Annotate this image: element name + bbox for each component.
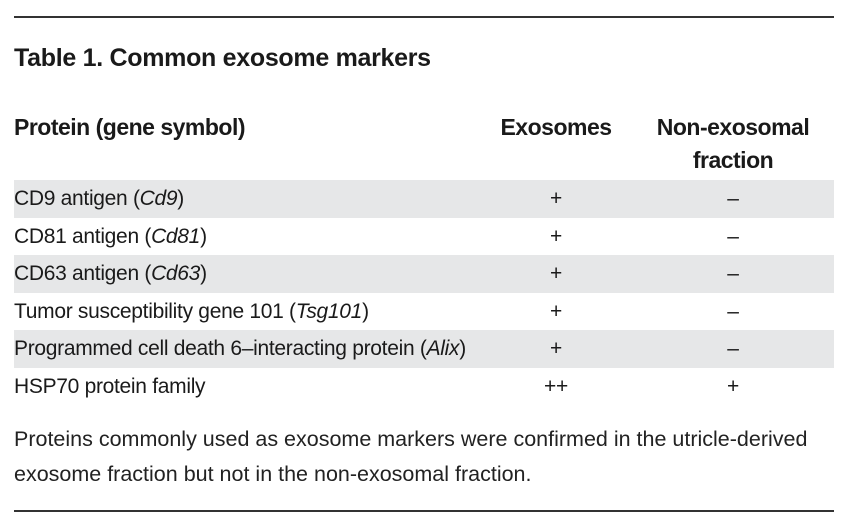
table-row: Tumor susceptibility gene 101 (Tsg101) +…	[14, 293, 834, 331]
table-title: Table 1. Common exosome markers	[14, 44, 431, 72]
gene-symbol: Cd63	[151, 262, 201, 285]
table-body: CD9 antigen (Cd9) + – CD81 antigen (Cd81…	[14, 180, 834, 405]
protein-name: CD9 antigen (Cd9)	[14, 187, 184, 210]
gene-symbol: Tsg101	[295, 299, 363, 323]
header-exosomes: Exosomes	[500, 114, 612, 140]
protein-name: CD81 antigen (Cd81)	[14, 224, 207, 248]
gene-symbol: Cd81	[151, 224, 201, 248]
protein-name: HSP70 protein family	[14, 374, 206, 398]
bottom-rule	[14, 510, 834, 512]
table-footnote: Proteins commonly used as exosome marker…	[14, 427, 808, 486]
header-non-exosomal-line2: fraction	[692, 147, 774, 173]
protein-name: Tumor susceptibility gene 101 (Tsg101)	[14, 299, 369, 323]
table-row: CD9 antigen (Cd9) + –	[14, 180, 834, 218]
table-row: CD63 antigen (Cd63) + –	[14, 255, 834, 293]
gene-symbol: Cd9	[139, 187, 178, 210]
top-rule	[14, 16, 834, 18]
gene-symbol: Alix	[426, 337, 460, 360]
header-non-exosomal-line1: Non-exosomal	[656, 114, 810, 140]
protein-name: Programmed cell death 6–interacting prot…	[14, 337, 466, 360]
header-protein: Protein (gene symbol)	[14, 114, 246, 140]
protein-name: CD63 antigen (Cd63)	[14, 262, 207, 285]
table-row: CD81 antigen (Cd81) + –	[14, 218, 834, 256]
header-non-exosomal: Non-exosomal fraction	[653, 111, 813, 177]
table-row: Programmed cell death 6–interacting prot…	[14, 330, 834, 368]
table-row: HSP70 protein family ++ +	[14, 368, 834, 406]
